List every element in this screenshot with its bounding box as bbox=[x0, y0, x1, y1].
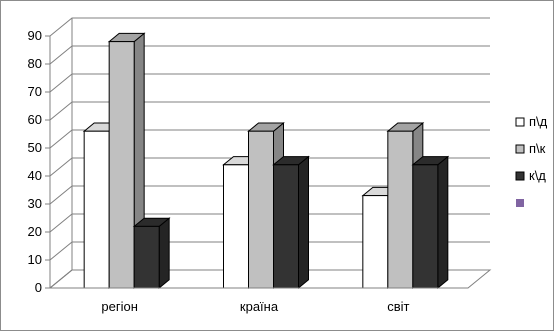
x-axis: регіон країна світ bbox=[50, 287, 468, 314]
legend-swatch bbox=[516, 199, 524, 207]
y-tick-label: 30 bbox=[28, 196, 42, 211]
bar-side bbox=[437, 155, 449, 290]
y-tick-label: 10 bbox=[28, 252, 42, 267]
bar bbox=[223, 164, 249, 289]
gridline bbox=[49, 101, 490, 121]
x-category-label: країна bbox=[240, 299, 279, 314]
gridlines bbox=[49, 17, 490, 289]
bars bbox=[82, 32, 450, 290]
y-tick-label: 20 bbox=[28, 224, 42, 239]
y-tick-label: 60 bbox=[28, 112, 42, 127]
gridline bbox=[49, 185, 490, 205]
legend-label: п\д bbox=[529, 114, 548, 129]
x-category-label: регіон bbox=[101, 299, 138, 314]
bar-side bbox=[158, 217, 170, 290]
legend: п\д п\к к\д bbox=[515, 114, 548, 207]
legend-swatch bbox=[515, 117, 525, 127]
legend-swatch bbox=[515, 171, 525, 181]
bar-side bbox=[298, 155, 309, 290]
x-category-label: світ bbox=[387, 299, 409, 314]
gridline bbox=[49, 213, 490, 233]
legend-label: к\д bbox=[529, 168, 546, 183]
bar bbox=[273, 164, 299, 289]
bar bbox=[412, 164, 439, 289]
gridline bbox=[49, 241, 490, 261]
bar bbox=[362, 195, 389, 289]
legend-swatch bbox=[515, 144, 525, 154]
bar bbox=[133, 225, 160, 289]
bar bbox=[83, 130, 110, 289]
y-tick-label: 50 bbox=[28, 140, 42, 155]
y-tick-label: 80 bbox=[28, 56, 42, 71]
y-tick-label: 0 bbox=[35, 280, 42, 295]
gridline bbox=[49, 157, 490, 177]
y-tick-label: 70 bbox=[28, 84, 42, 99]
y-tick-label: 40 bbox=[28, 168, 42, 183]
gridline bbox=[49, 269, 490, 289]
bar bbox=[248, 130, 274, 289]
y-tick-label: 90 bbox=[28, 28, 42, 43]
gridline bbox=[49, 73, 490, 93]
y-axis: 0 10 20 30 40 50 60 70 80 90 bbox=[28, 28, 51, 295]
bar bbox=[108, 41, 135, 289]
legend-label: п\к bbox=[529, 141, 546, 156]
bar bbox=[387, 130, 414, 289]
gridline bbox=[49, 17, 490, 37]
gridline bbox=[49, 129, 490, 149]
gridline bbox=[49, 45, 490, 65]
